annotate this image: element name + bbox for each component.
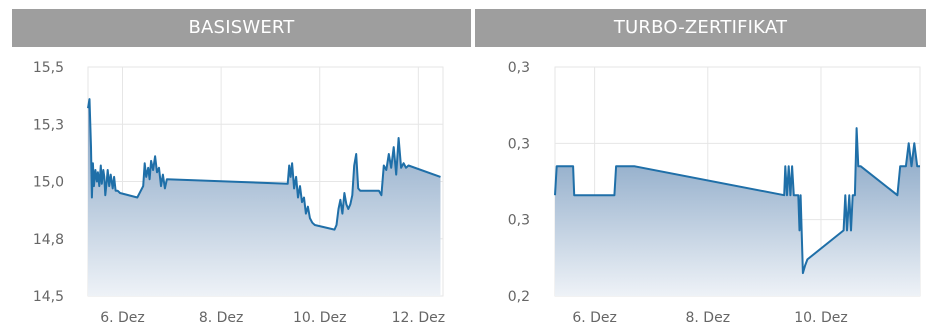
turbo-y-tick-label: 0,3 [508,213,530,229]
basiswert-x-tick-label: 10. Dez [293,310,346,324]
basiswert-y-tick-label: 14,8 [33,232,64,248]
basiswert-x-tick-label: 6. Dez [100,310,145,324]
basiswert-y-tick-label: 15,3 [33,117,64,133]
basiswert-area-fill [88,99,441,296]
turbo-y-tick-label: 0,2 [508,289,530,305]
turbo-y-tick-label: 0,3 [508,136,530,152]
turbo-x-tick-label: 8. Dez [686,310,731,324]
turbo-y-tick-label: 0,3 [508,60,530,76]
turbo-zertifikat-header: TURBO-ZERTIFIKAT [475,9,926,47]
turbo-area-fill [555,128,920,296]
basiswert-header: BASISWERT [12,9,471,47]
turbo-x-tick-label: 6. Dez [572,310,617,324]
basiswert-x-tick-label: 8. Dez [199,310,244,324]
basiswert-y-tick-label: 15,0 [33,175,64,191]
basiswert-chart: 15,5 15,3 15,0 14,8 14,5 6. Dez 8. Dez 10. Dez 1… [33,60,445,324]
basiswert-y-tick-label: 14,5 [33,289,64,305]
basiswert-series-line [87,98,441,231]
turbo-zertifikat-chart: 0,3 0,3 0,3 0,2 6. Dez 8. Dez 10. Dez [508,60,921,324]
basiswert-x-tick-label: 12. Dez [392,310,445,324]
basiswert-y-tick-label: 15,5 [33,60,64,76]
turbo-series-line [554,127,920,275]
turbo-x-tick-label: 10. Dez [794,310,847,324]
